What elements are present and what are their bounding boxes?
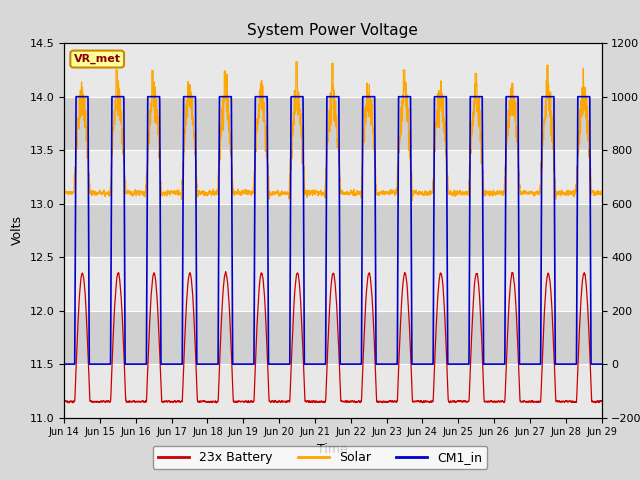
Solar [598,188,605,193]
Bar [64,204,602,257]
Solar [292,59,300,65]
Solar [424,192,431,197]
Solar [157,177,164,183]
CM1_in [597,361,605,367]
23x Battery [313,399,321,405]
Bar [64,257,602,311]
23x Battery [424,398,431,404]
CM1_in [598,361,605,367]
Solar [408,198,416,204]
CM1_in [157,312,164,318]
Solar [597,191,605,197]
Text: VR_met: VR_met [74,54,121,64]
23x Battery [60,398,68,404]
CM1_in [60,361,68,367]
Bar [64,150,602,204]
CM1_in [313,361,321,367]
Line: Solar: Solar [64,62,602,201]
Title: System Power Voltage: System Power Voltage [248,23,418,38]
23x Battery [484,399,492,405]
Bar [64,43,602,96]
Solar [60,187,68,193]
Bar [64,96,602,150]
Solar [484,191,492,197]
23x Battery [157,376,164,382]
23x Battery [597,398,605,404]
23x Battery [598,398,605,404]
Bar [64,364,602,418]
Bar [64,311,602,364]
CM1_in [424,361,431,367]
CM1_in [72,94,80,99]
Line: 23x Battery: 23x Battery [64,272,602,403]
Legend: 23x Battery, Solar, CM1_in: 23x Battery, Solar, CM1_in [153,446,487,469]
23x Battery [454,398,461,404]
Solar [313,189,321,195]
Solar [454,191,461,197]
X-axis label: Time: Time [317,443,348,456]
Line: CM1_in: CM1_in [64,96,602,364]
23x Battery [64,400,72,406]
23x Battery [222,269,230,275]
Y-axis label: Volts: Volts [11,216,24,245]
CM1_in [453,361,461,367]
CM1_in [484,361,492,367]
